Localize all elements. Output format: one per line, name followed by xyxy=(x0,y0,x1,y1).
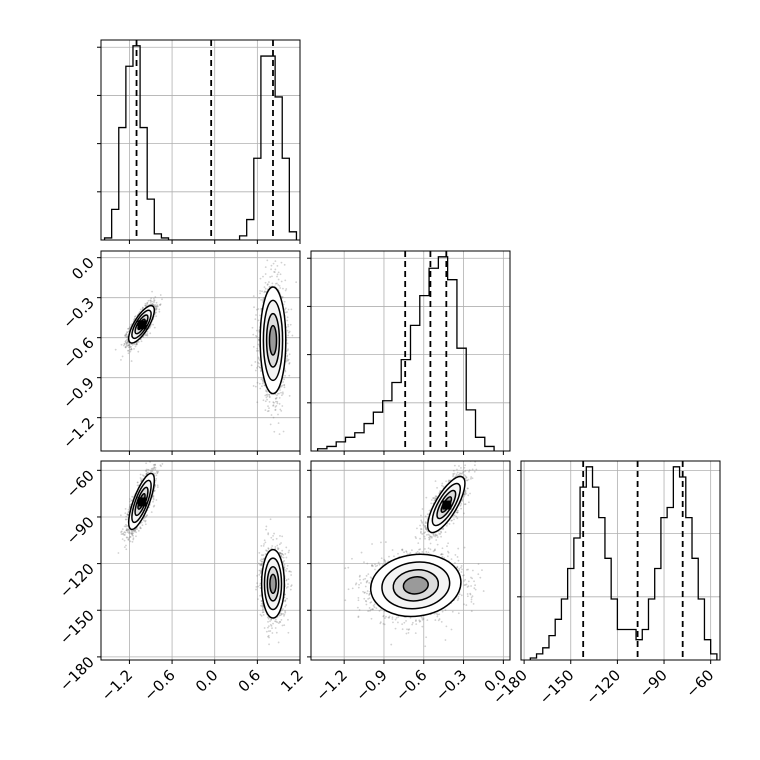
y-tick-label: −60 xyxy=(63,466,98,501)
contour-2sigma xyxy=(259,286,287,395)
x-tick-label: −0.3 xyxy=(432,666,470,704)
contour-2sigma xyxy=(127,472,156,531)
y-tick-label: −90 xyxy=(63,513,98,548)
density-peak xyxy=(137,320,147,330)
contour-1sigma xyxy=(134,486,149,517)
y-tick-label: 0.0 xyxy=(68,254,98,284)
x-tick-label: 1.2 xyxy=(277,666,307,696)
x-tick-label: −0.9 xyxy=(352,666,390,704)
contour-0_5sigma xyxy=(269,573,277,594)
scatter-frame-p1-p3 xyxy=(100,460,301,661)
histogram-frame-p1 xyxy=(100,39,301,241)
contour-1_5sigma xyxy=(263,557,283,611)
contour-0_5sigma xyxy=(137,318,146,331)
x-tick-label: −0.6 xyxy=(140,666,178,704)
contour-2sigma xyxy=(127,304,156,344)
y-tick-label: −0.9 xyxy=(59,374,97,412)
contour-2sigma xyxy=(369,553,462,618)
contour-1sigma xyxy=(266,565,280,602)
x-tick-label: −0.6 xyxy=(392,666,430,704)
contour-1_5sigma xyxy=(431,482,462,527)
contour-1_5sigma xyxy=(131,479,152,524)
contour-1_5sigma xyxy=(262,299,284,382)
histogram-frame-p3 xyxy=(520,460,721,661)
y-tick-label: −180 xyxy=(56,653,98,695)
x-tick-label: −1.2 xyxy=(98,666,136,704)
histogram-panel-p1 xyxy=(101,40,300,240)
y-tick-label: −1.2 xyxy=(59,414,97,452)
histogram-frame-p2 xyxy=(310,250,511,452)
y-tick-label: −120 xyxy=(56,560,98,602)
x-tick-label: 0.0 xyxy=(192,666,222,696)
histogram-panel-p3 xyxy=(521,461,720,660)
scatter-panel-p1-p3 xyxy=(101,461,300,660)
x-tick-label: −90 xyxy=(636,666,671,701)
contour-0_5sigma xyxy=(440,496,453,513)
x-tick-label: −1.2 xyxy=(313,666,351,704)
density-peak xyxy=(137,497,147,507)
scatter-frame-p1-p2 xyxy=(100,250,301,452)
density-peak xyxy=(442,500,452,510)
scatter-panel-p1-p2 xyxy=(101,251,300,451)
x-tick-label: 0.6 xyxy=(235,666,265,696)
histogram-bars-p3 xyxy=(529,466,718,660)
contour-0_5sigma xyxy=(268,324,278,356)
contour-1sigma xyxy=(265,312,281,368)
y-tick-label: −150 xyxy=(56,606,98,648)
scatter-frame-p2-p3 xyxy=(310,460,511,661)
contour-0_5sigma xyxy=(402,576,429,595)
contour-1_5sigma xyxy=(381,561,451,610)
contour-0_5sigma xyxy=(137,492,146,510)
contour-1sigma xyxy=(436,489,457,520)
x-tick-label: −150 xyxy=(536,666,578,708)
y-tick-label: −0.6 xyxy=(59,334,97,372)
density-fill xyxy=(403,576,429,594)
scatter-panel-p2-p3 xyxy=(311,461,510,660)
y-tick-label: −0.3 xyxy=(59,294,97,332)
histogram-bars-p1 xyxy=(103,45,298,240)
density-fill xyxy=(269,325,277,356)
x-tick-label: −120 xyxy=(582,666,624,708)
histogram-bars-p2 xyxy=(316,256,495,451)
contour-1_5sigma xyxy=(131,309,152,340)
x-tick-label: −60 xyxy=(682,666,717,701)
contour-2sigma xyxy=(426,475,466,534)
contour-1sigma xyxy=(134,314,149,335)
density-fill xyxy=(269,574,277,594)
contour-2sigma xyxy=(260,548,286,619)
contour-1sigma xyxy=(392,569,440,602)
histogram-panel-p2 xyxy=(311,251,510,451)
